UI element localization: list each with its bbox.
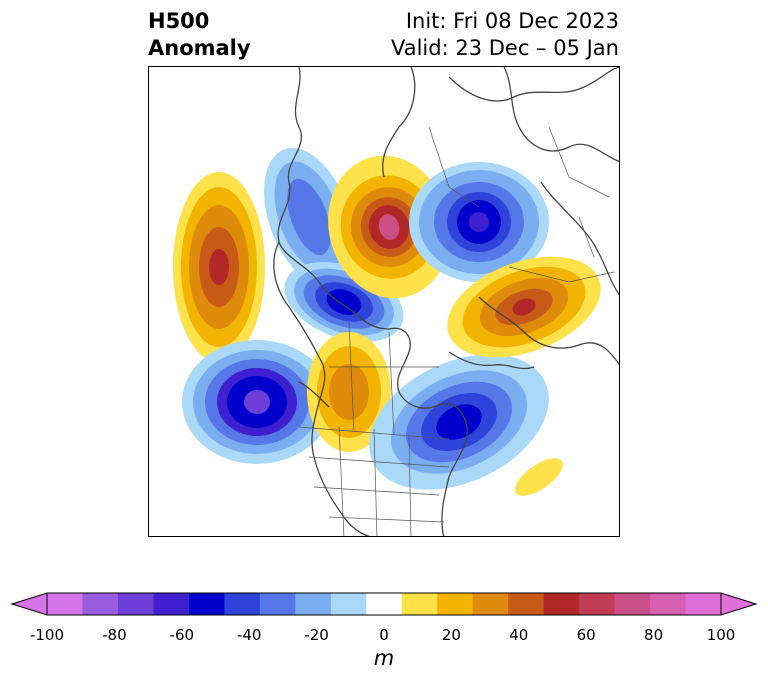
colorbar-segment (47, 593, 83, 615)
colorbar-tick-label: 20 (441, 626, 461, 644)
colorbar-segment (82, 593, 119, 615)
coastlines (273, 67, 619, 536)
title-left: H500 Anomaly (148, 8, 251, 62)
colorbar-outline (46, 592, 722, 616)
map-panel (148, 66, 620, 537)
colorbar-unit-label: m (373, 646, 395, 670)
init-date: Init: Fri 08 Dec 2023 (405, 9, 619, 33)
colorbar-segment (224, 593, 261, 615)
colorbar-extend-low (10, 592, 48, 616)
colorbar-segment (117, 593, 154, 615)
colorbar-segment (472, 593, 509, 615)
colorbar-tick-label: -20 (304, 626, 329, 644)
colorbar-tick-label: -80 (102, 626, 127, 644)
anomaly-atlantic-ridge (515, 458, 563, 496)
colorbar-segment (614, 593, 651, 615)
colorbar-tick-label: -100 (29, 626, 65, 644)
title-variable: H500 (148, 9, 210, 33)
anomaly-ne-pacific-trough (182, 340, 332, 464)
anomaly-blobs (173, 147, 601, 496)
colorbar-segment (437, 593, 474, 615)
colorbar-tick-label: 100 (706, 626, 736, 644)
colorbar-segment (366, 593, 403, 615)
colorbar-extend-high (720, 592, 758, 616)
colorbar-segment (685, 593, 722, 615)
colorbar-segment (295, 593, 332, 615)
title-field: Anomaly (148, 36, 251, 60)
anomaly-europe-ridge (447, 256, 601, 358)
anomaly-western-canada-ridge (307, 332, 391, 452)
colorbar-segment (579, 593, 616, 615)
anomaly-eastern-us-trough (369, 354, 549, 490)
anomaly-alaska-trough (264, 147, 354, 287)
colorbar-tick-label: 0 (379, 626, 389, 644)
colorbar-tick-label: -40 (236, 626, 262, 644)
anomaly-north-pacific-ridge (173, 172, 265, 362)
colorbar-segment (188, 593, 225, 615)
colorbar-segment (543, 593, 580, 615)
anomaly-map (173, 67, 619, 536)
title-right: Init: Fri 08 Dec 2023 Valid: 23 Dec – 05… (391, 8, 619, 62)
state-borders (298, 126, 615, 536)
colorbar-segment (259, 593, 296, 615)
colorbar-tick-label: 80 (644, 626, 664, 644)
valid-period: Valid: 23 Dec – 05 Jan (390, 36, 619, 60)
colorbar-segment (153, 593, 190, 615)
colorbar-segment (401, 593, 438, 615)
colorbar-tick-label: 60 (576, 626, 596, 644)
anomaly-arctic-trough (409, 162, 549, 282)
colorbar-tick-label: 40 (509, 626, 529, 644)
colorbar-segment (650, 593, 687, 615)
colorbar-segment (508, 593, 545, 615)
colorbar (10, 592, 758, 616)
colorbar-segment (330, 593, 367, 615)
colorbar-tick-label: -60 (169, 626, 195, 644)
